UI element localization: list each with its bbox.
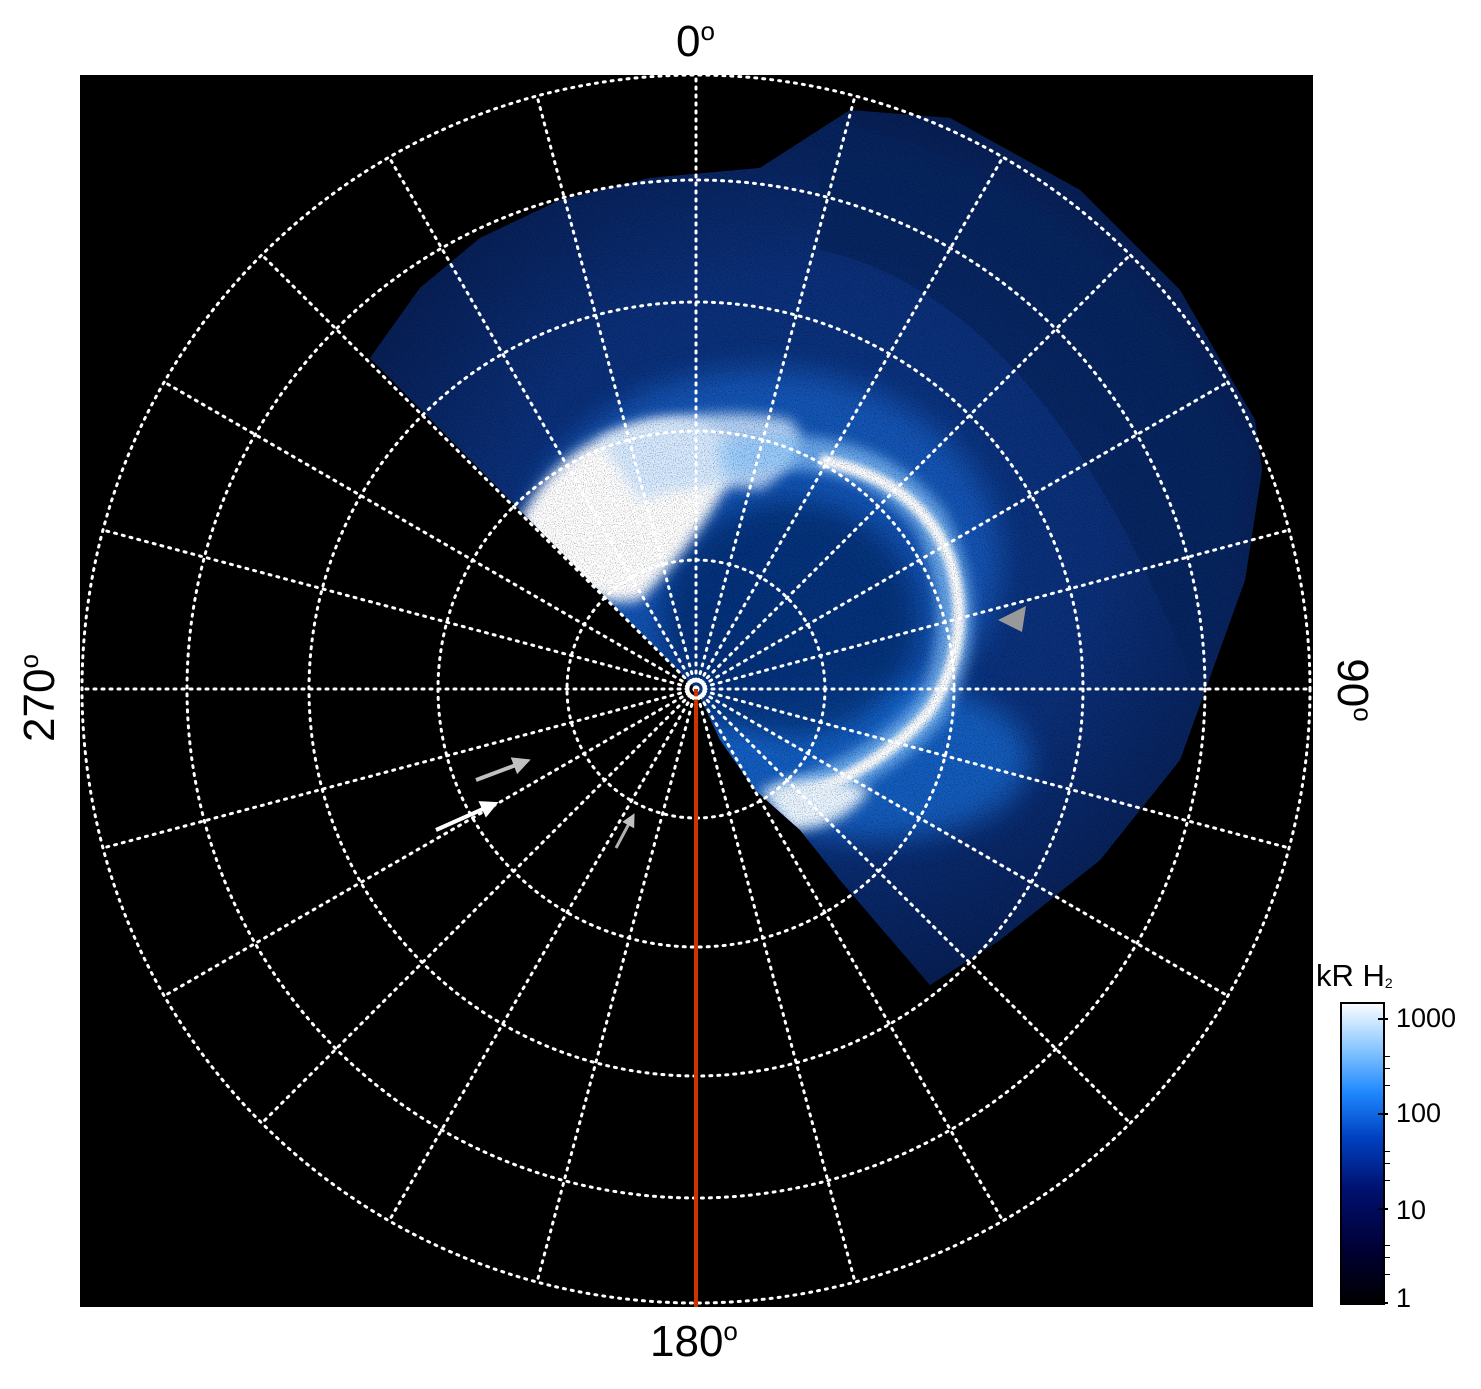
- azimuth-label-90: 90o: [1328, 658, 1378, 722]
- colorbar-major-tick: [1378, 1113, 1388, 1115]
- colorbar-tick-100: 100: [1396, 1098, 1442, 1128]
- colorbar-title: kR H2: [1316, 958, 1393, 993]
- colorbar-minor-tick: [1384, 1180, 1390, 1181]
- colorbar-minor-tick: [1384, 1274, 1390, 1275]
- colorbar-minor-tick: [1384, 1163, 1390, 1164]
- white-arrow: [435, 801, 499, 832]
- longitude-grid-lines: [80, 75, 1312, 1307]
- azimuth-label-0: 0o: [676, 16, 715, 66]
- colorbar-major-tick: [1378, 1018, 1388, 1020]
- colorbar-minor-tick: [1384, 1068, 1390, 1069]
- colorbar-minor-tick: [1384, 1257, 1390, 1258]
- colorbar-frame: [1340, 1002, 1385, 1305]
- colorbar-major-tick: [1378, 1208, 1388, 1210]
- gray-arrow-small: [614, 813, 635, 849]
- pole-marker: [685, 678, 707, 700]
- colorbar-gradient: [1340, 1002, 1385, 1305]
- azimuth-label-270: 270o: [14, 654, 64, 742]
- colorbar-tick-10: 10: [1396, 1195, 1427, 1225]
- colorbar-minor-tick: [1384, 1085, 1390, 1086]
- azimuth-label-180: 180o: [650, 1316, 738, 1366]
- colorbar-tick-1: 1: [1396, 1283, 1412, 1313]
- gray-arrow-upper: [475, 757, 531, 782]
- colorbar-minor-tick: [1384, 1056, 1390, 1057]
- colorbar-minor-tick: [1384, 1151, 1390, 1152]
- colorbar-tick-1000: 1000: [1396, 1003, 1457, 1033]
- gray-triangle-marker: [998, 606, 1026, 632]
- colorbar-minor-tick: [1384, 1245, 1390, 1246]
- colorbar-major-tick: [1378, 1302, 1388, 1304]
